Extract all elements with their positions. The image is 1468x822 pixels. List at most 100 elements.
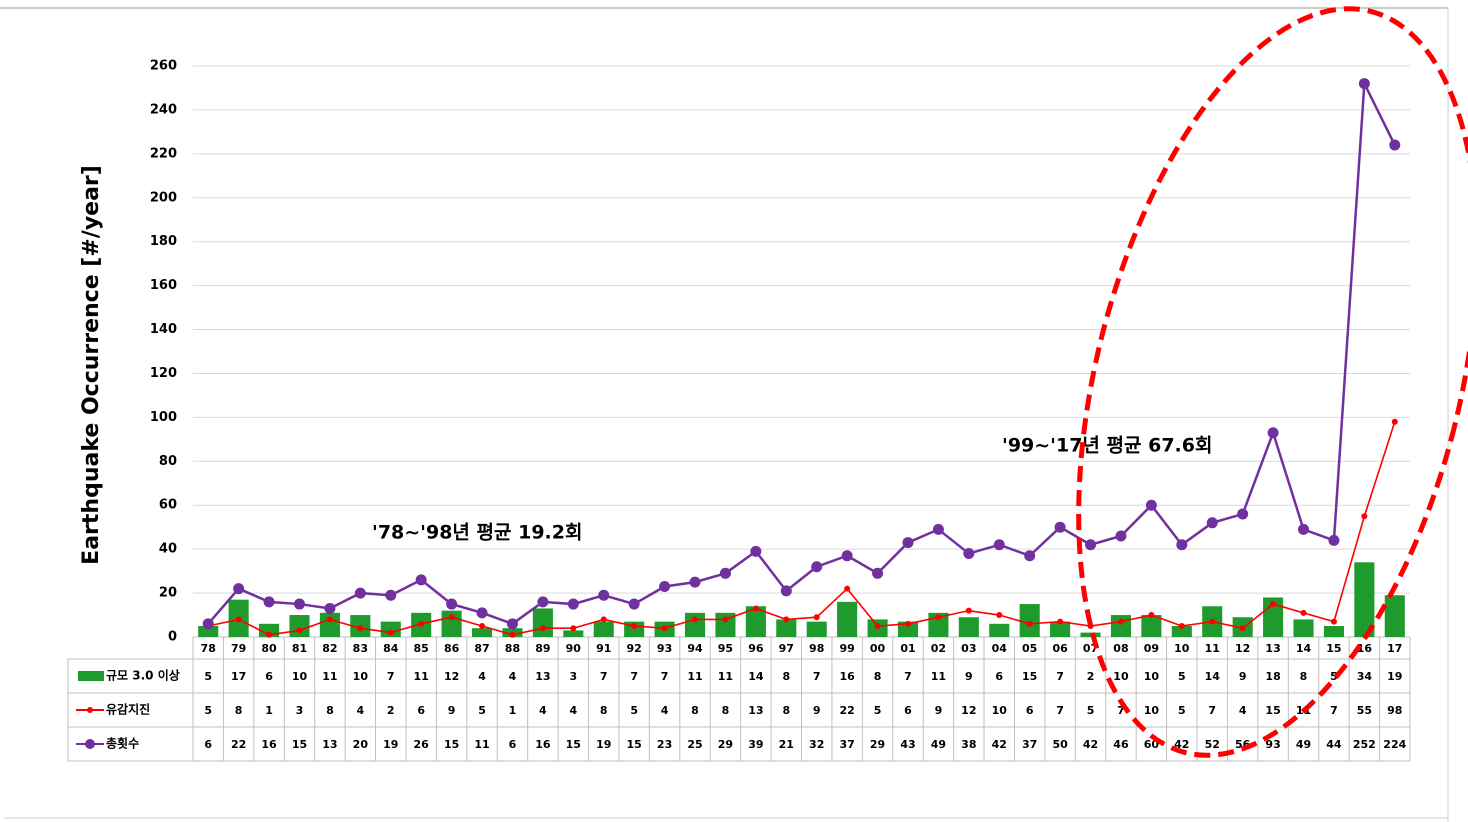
table-cell: 15	[1022, 670, 1037, 683]
table-cell: 7	[1208, 704, 1216, 717]
marker	[1057, 618, 1064, 625]
table-cell: 15	[627, 738, 642, 751]
x-tick-label: 10	[1174, 642, 1190, 655]
marker	[233, 583, 245, 595]
table-cell: 39	[748, 738, 763, 751]
x-tick-label: 95	[718, 642, 733, 655]
bar	[958, 617, 979, 637]
table-cell: 3	[569, 670, 577, 683]
bar	[897, 621, 919, 637]
y-tick-label: 80	[159, 454, 177, 469]
marker	[872, 567, 884, 579]
legend-label: 유감지진	[106, 702, 150, 717]
marker	[750, 545, 762, 557]
marker	[661, 625, 668, 632]
legend-swatch	[78, 671, 104, 681]
marker	[935, 614, 942, 621]
table-cell: 34	[1357, 670, 1373, 683]
bar	[1354, 562, 1375, 637]
table-cell: 7	[600, 670, 608, 683]
x-tick-label: 78	[201, 642, 216, 655]
table-cell: 6	[509, 738, 517, 751]
table-cell: 5	[1087, 704, 1095, 717]
table-cell: 18	[1265, 670, 1280, 683]
x-tick-label: 88	[505, 642, 520, 655]
y-tick-label: 40	[159, 542, 177, 557]
x-tick-label: 89	[535, 642, 550, 655]
table-cell: 3	[296, 704, 304, 717]
marker	[692, 616, 699, 623]
table-cell: 4	[539, 704, 547, 717]
table-cell: 19	[596, 738, 611, 751]
bar	[1110, 615, 1132, 637]
table-cell: 7	[813, 670, 821, 683]
bar	[441, 610, 462, 637]
marker	[202, 618, 214, 630]
table-cell: 1	[509, 704, 517, 717]
marker	[1178, 623, 1185, 630]
bar	[776, 619, 797, 637]
marker	[1267, 427, 1279, 439]
table-cell: 25	[687, 738, 702, 751]
table-cell: 5	[1178, 670, 1186, 683]
marker	[479, 623, 486, 630]
marker	[780, 585, 792, 597]
table-cell: 23	[657, 738, 672, 751]
table-cell: 2	[387, 704, 395, 717]
table-cell: 7	[1056, 670, 1064, 683]
table-cell: 9	[448, 704, 456, 717]
marker	[1148, 612, 1155, 619]
marker	[752, 605, 759, 612]
table-cell: 8	[1300, 670, 1308, 683]
table-cell: 5	[478, 704, 486, 717]
marker	[293, 598, 305, 610]
marker	[811, 561, 823, 573]
table-cell: 32	[809, 738, 824, 751]
marker	[722, 616, 729, 623]
marker	[993, 539, 1005, 551]
table-cell: 8	[600, 704, 608, 717]
y-tick-label: 180	[150, 234, 177, 249]
marker	[446, 598, 458, 610]
legend-label: 총횟수	[106, 736, 139, 751]
table-cell: 13	[535, 670, 550, 683]
table-cell: 16	[839, 670, 855, 683]
bar	[1293, 619, 1314, 637]
table-cell: 13	[322, 738, 337, 751]
marker	[1270, 601, 1277, 608]
table-cell: 15	[1265, 704, 1280, 717]
table-cell: 50	[1052, 738, 1068, 751]
marker	[1024, 550, 1036, 562]
table-cell: 8	[874, 670, 882, 683]
marker	[1361, 513, 1368, 520]
legend-marker	[87, 707, 93, 713]
marker	[509, 631, 516, 638]
x-tick-label: 17	[1387, 642, 1402, 655]
marker	[1206, 517, 1218, 529]
bar	[1384, 595, 1405, 637]
marker	[963, 548, 975, 560]
table-cell: 29	[718, 738, 733, 751]
marker	[1358, 78, 1370, 90]
table-cell: 15	[292, 738, 307, 751]
y-tick-label: 120	[150, 366, 177, 381]
marker	[600, 616, 607, 623]
table-cell: 10	[992, 704, 1008, 717]
table-cell: 12	[444, 670, 459, 683]
marker	[1239, 625, 1246, 632]
marker	[1330, 618, 1337, 625]
marker	[841, 550, 853, 562]
table-cell: 11	[687, 670, 702, 683]
table-cell: 11	[718, 670, 733, 683]
table-cell: 42	[1083, 738, 1098, 751]
bar	[563, 630, 584, 637]
y-tick-label: 240	[150, 102, 177, 117]
table-cell: 44	[1326, 738, 1342, 751]
table-cell: 10	[1144, 670, 1160, 683]
table-cell: 11	[931, 670, 946, 683]
table-cell: 37	[839, 738, 854, 751]
table-cell: 14	[748, 670, 764, 683]
table-cell: 14	[1205, 670, 1221, 683]
table-cell: 8	[235, 704, 243, 717]
